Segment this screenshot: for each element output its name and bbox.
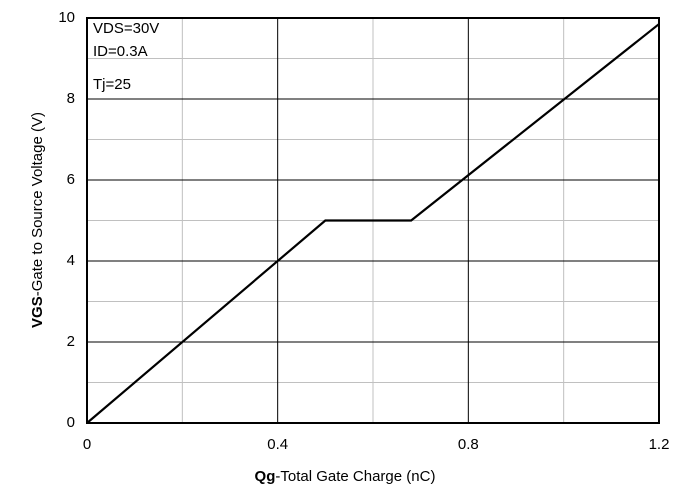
x-axis-title-rest: -Total Gate Charge (nC) bbox=[275, 468, 435, 485]
y-tick-label: 8 bbox=[67, 90, 75, 107]
x-tick-label: 1.2 bbox=[649, 436, 670, 453]
y-axis-title: VGS-Gate to Source Voltage (V) bbox=[29, 112, 46, 328]
y-tick-label: 0 bbox=[67, 414, 75, 431]
annotation: Tj=25 bbox=[93, 76, 131, 93]
annotation: ID=0.3A bbox=[93, 43, 148, 60]
y-axis-title-bold: VGS bbox=[29, 296, 46, 328]
y-tick-label: 6 bbox=[67, 171, 75, 188]
x-tick-label: 0.8 bbox=[458, 436, 479, 453]
y-tick-label: 4 bbox=[67, 252, 75, 269]
plot-frame bbox=[86, 17, 660, 424]
y-axis-title-rest: -Gate to Source Voltage (V) bbox=[29, 112, 46, 296]
y-tick-label: 2 bbox=[67, 333, 75, 350]
x-axis-title: Qg-Total Gate Charge (nC) bbox=[255, 468, 436, 485]
annotation: VDS=30V bbox=[93, 20, 159, 37]
x-tick-label: 0 bbox=[83, 436, 91, 453]
y-tick-label: 10 bbox=[58, 9, 75, 26]
x-tick-label: 0.4 bbox=[267, 436, 288, 453]
x-axis-title-bold: Qg bbox=[255, 468, 276, 485]
data-line bbox=[86, 23, 660, 424]
